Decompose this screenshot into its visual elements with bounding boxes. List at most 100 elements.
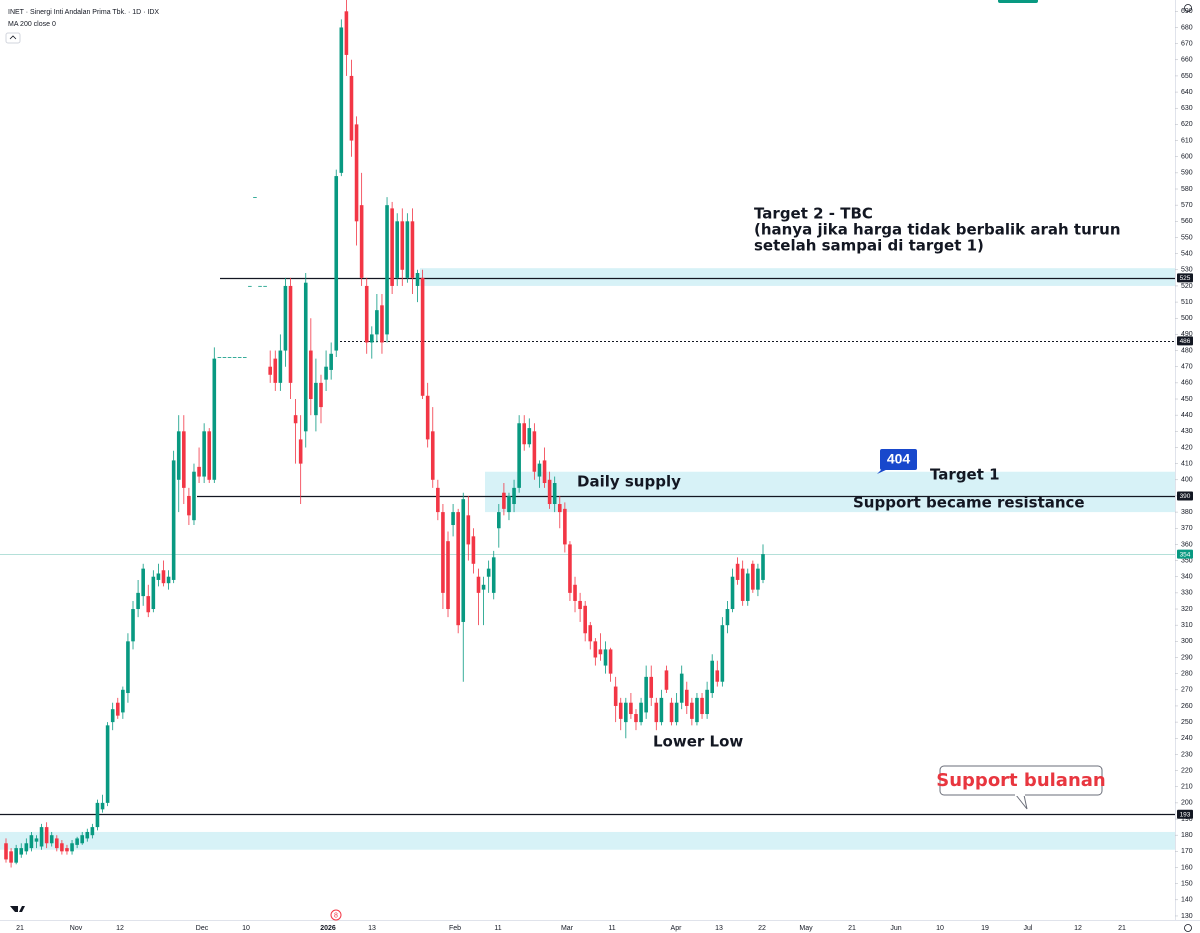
candle-body — [745, 573, 750, 601]
annotation: Target 2 - TBC — [754, 205, 873, 223]
y-tick-label: 290 — [1181, 654, 1193, 661]
candle-body — [288, 285, 293, 383]
candle-body — [659, 697, 664, 723]
candle-body — [314, 382, 318, 416]
x-tick-label: 13 — [368, 925, 376, 932]
candle-body — [669, 702, 674, 723]
y-tick-label: 270 — [1181, 687, 1193, 694]
x-tick-label: 2026 — [320, 925, 336, 932]
candle-body — [151, 576, 156, 610]
y-tick-label: 540 — [1181, 250, 1193, 257]
settings-icon[interactable] — [1184, 4, 1192, 12]
candle-body — [761, 554, 765, 580]
candle-body — [634, 714, 638, 723]
x-tick-label: 22 — [758, 925, 766, 932]
candle-body — [136, 592, 140, 610]
x-tick-label: 21 — [16, 925, 24, 932]
candle-body — [24, 843, 29, 852]
y-tick-label: 560 — [1181, 218, 1193, 225]
collapse-button[interactable] — [5, 32, 21, 44]
collapse-icon — [9, 35, 17, 40]
candle-body — [95, 802, 100, 828]
y-tick-label: 580 — [1181, 186, 1193, 193]
candle-body — [166, 576, 171, 584]
y-tick-label: 200 — [1181, 800, 1193, 807]
candle-body — [573, 584, 577, 601]
callout — [880, 449, 917, 470]
candle-body — [29, 835, 34, 849]
y-tick-label: 410 — [1181, 460, 1193, 467]
candle-body — [481, 584, 486, 590]
zones — [0, 268, 1175, 850]
event-badge[interactable] — [330, 909, 342, 921]
candle-body — [405, 221, 410, 278]
y-tick-label: 360 — [1181, 541, 1193, 548]
candle-body — [55, 838, 59, 849]
candle-body — [192, 471, 196, 521]
price-label-box — [1177, 273, 1193, 283]
settings-icon[interactable] — [1184, 924, 1192, 932]
candle-body — [430, 431, 435, 480]
y-tick-label: 470 — [1181, 364, 1193, 371]
candle-body — [608, 649, 613, 674]
y-tick-label: 340 — [1181, 574, 1193, 581]
x-tick-label: Mar — [561, 925, 574, 932]
candle-body — [263, 285, 267, 287]
candle-body — [527, 428, 532, 445]
candle-body — [563, 508, 567, 545]
candle-body — [629, 702, 633, 715]
x-tick-label: 10 — [242, 925, 250, 932]
y-tick-label: 170 — [1181, 848, 1193, 855]
candle-body — [486, 568, 491, 577]
candle-body — [324, 366, 328, 380]
candle-body — [339, 27, 344, 173]
price-label: 193 — [1180, 811, 1191, 818]
candle-body — [182, 431, 186, 488]
callout-pointer — [877, 469, 888, 474]
y-tick-label: 240 — [1181, 735, 1193, 742]
candle-body — [4, 843, 8, 860]
price-label-box — [1177, 336, 1193, 346]
y-tick-label: 160 — [1181, 864, 1193, 871]
candle-body — [415, 273, 420, 286]
y-tick-label: 680 — [1181, 24, 1193, 31]
candle-body — [420, 277, 425, 396]
candle-body — [359, 205, 364, 278]
candle-body — [705, 689, 709, 715]
logo — [10, 906, 25, 912]
candle-body — [644, 676, 648, 713]
candle-body — [679, 673, 684, 703]
candle-body — [532, 431, 537, 472]
x-tick-label: 11 — [494, 925, 501, 932]
candle-body — [278, 350, 283, 383]
candles — [4, 0, 765, 868]
candle-body — [242, 357, 247, 358]
zone — [0, 831, 1175, 850]
y-tick-label: 130 — [1181, 913, 1193, 920]
axes: 130 140 150 160 170 180 190 200 210 220 230 240 250 2… — [16, 8, 1193, 932]
candle-body — [329, 353, 333, 370]
button[interactable] — [998, 0, 1038, 3]
candle-body — [400, 221, 405, 270]
candle-body — [19, 848, 24, 855]
y-tick-label: 640 — [1181, 89, 1193, 96]
candle-body — [44, 827, 49, 844]
candle-body — [319, 382, 323, 408]
candle-body — [491, 557, 496, 593]
candle-body — [344, 11, 349, 55]
x-tick-label: 12 — [116, 925, 124, 932]
y-tick-label: 400 — [1181, 477, 1193, 484]
candle-body — [390, 208, 394, 286]
candle-body — [690, 702, 694, 719]
candle-body — [217, 357, 222, 358]
candle-body — [730, 576, 735, 610]
annotation: (hanya jika harga tidak berbalik arah tu… — [754, 221, 1121, 239]
y-tick-label: 480 — [1181, 347, 1193, 354]
candle-body — [253, 197, 257, 198]
y-tick-label: 450 — [1181, 396, 1193, 403]
candle-body — [476, 576, 481, 593]
candle-body — [674, 702, 679, 723]
candle-body — [171, 460, 176, 580]
candle-body — [232, 357, 237, 358]
candle-body — [395, 221, 400, 278]
